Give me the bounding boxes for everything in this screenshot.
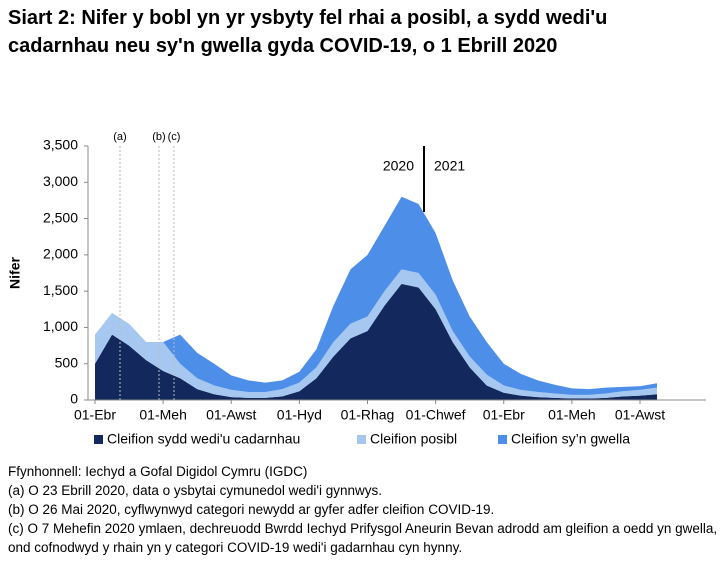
legend-label: Cleifion posibl [370,431,457,447]
annotation-label: 2021 [434,158,465,174]
x-tick-label: 01-Awst [206,407,256,423]
area [95,283,658,400]
x-tick-label: 01-Ebr [74,407,116,423]
y-tick-label: 2,000 [43,246,78,262]
x-tick-label: 01-Ebr [483,407,525,423]
y-tick-label: 3,000 [43,173,78,189]
note: (b) O 26 Mai 2020, cyflwynwyd categori n… [8,502,495,517]
y-tick-label: 0 [70,391,78,407]
legend-swatch [94,435,103,444]
annotation-label: (c) [168,131,181,143]
x-tick-label: 01-Hyd [277,407,322,423]
y-tick-label: 500 [55,354,79,370]
y-tick-label: 2,500 [43,209,78,225]
y-axis-label: Nifer [7,257,23,289]
x-tick-label: 01-Awst [615,407,665,423]
y-tick-label: 1,000 [43,318,78,334]
note: (a) O 23 Ebrill 2020, data o ysbytai cym… [8,483,383,498]
x-tick-label: 01-Meh [548,407,595,423]
x-tick-label: 01-Chwef [406,407,466,423]
annotation-label: (b) [152,131,165,143]
annotation-label: (a) [113,131,126,143]
legend-label: Cleifion sydd wedi'u cadarnhau [107,431,300,447]
x-tick-label: 01-Rhag [341,407,395,423]
y-tick-label: 3,500 [43,137,78,153]
note: Ffynhonnell: Iechyd a Gofal Digidol Cymr… [8,464,308,479]
legend-swatch [357,435,366,444]
x-tick-label: 01-Meh [139,407,186,423]
legend-swatch [498,435,507,444]
legend-label: Cleifion sy’n gwella [511,431,630,447]
annotation-label: 2020 [383,158,414,174]
note: (c) O 7 Mehefin 2020 ymlaen, dechreuodd … [8,521,718,555]
notes: Ffynhonnell: Iechyd a Gofal Digidol Cymr… [8,462,718,557]
area [95,196,658,395]
y-tick-label: 1,500 [43,282,78,298]
chart-title: Siart 2: Nifer y bobl yn yr ysbyty fel r… [8,7,608,57]
